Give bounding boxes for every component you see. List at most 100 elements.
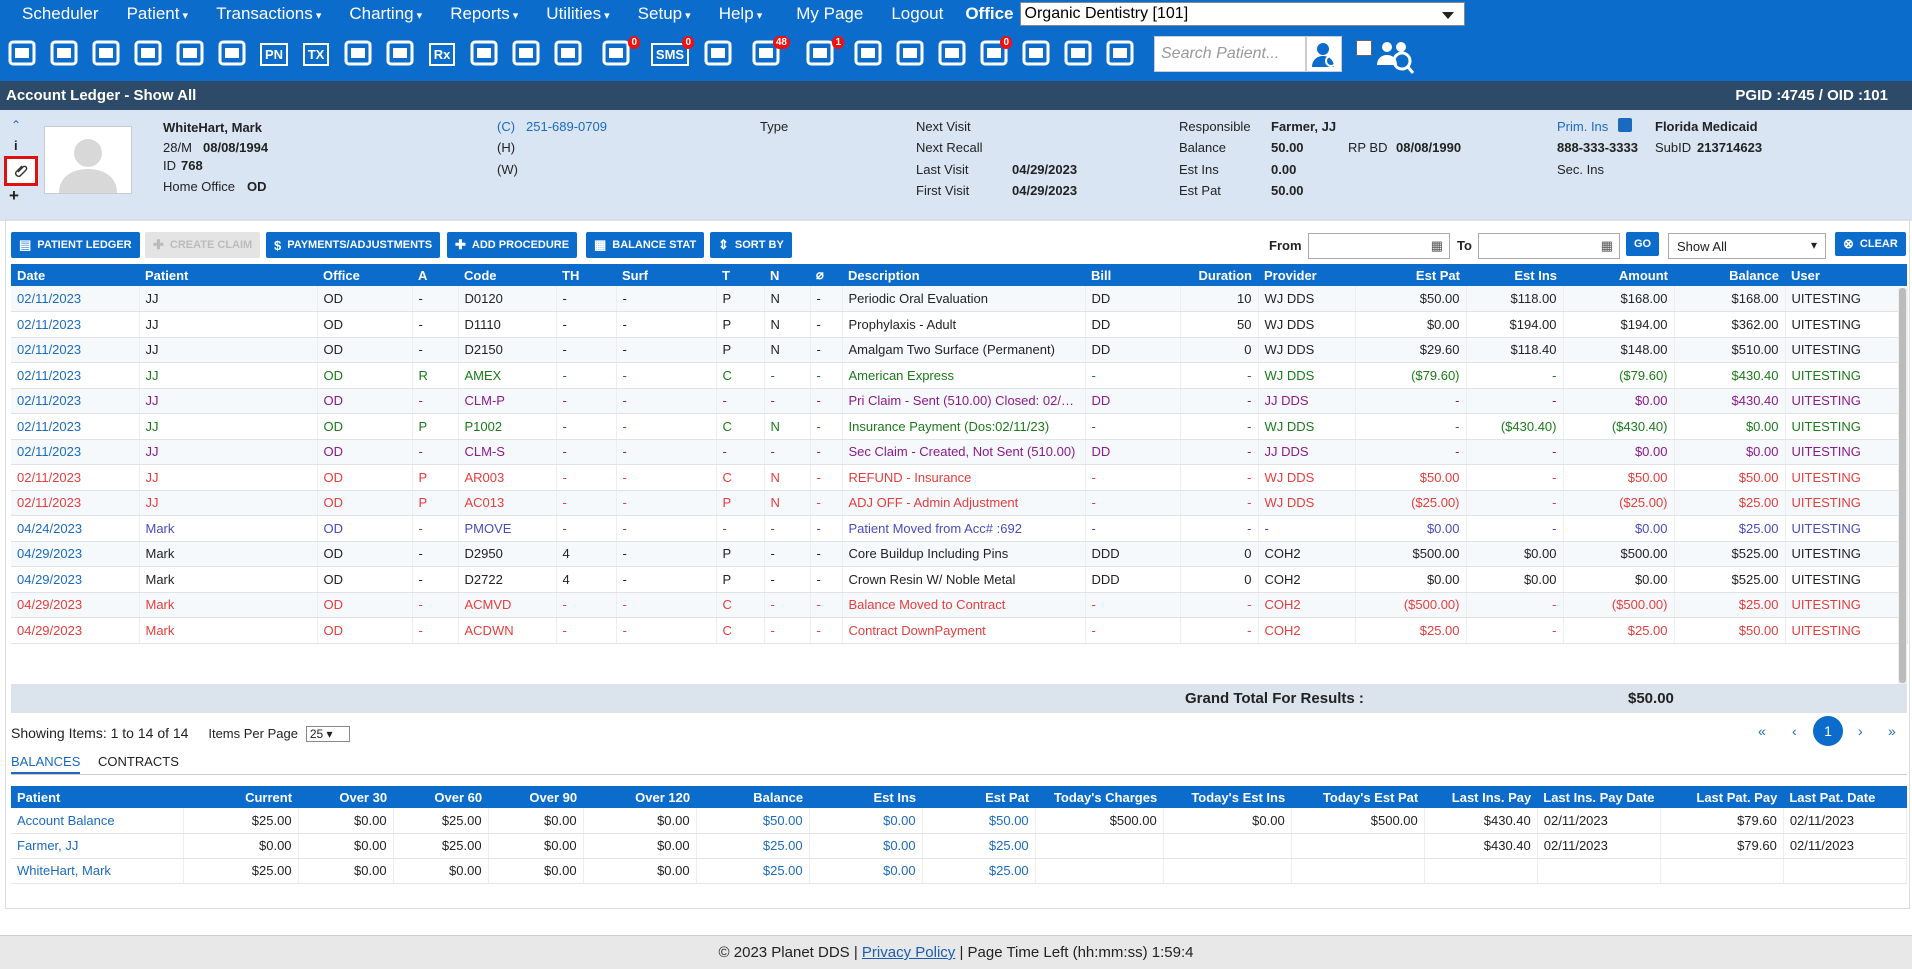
col-header[interactable]: Amount xyxy=(1563,264,1674,286)
tooth-outline-button[interactable] xyxy=(848,34,888,76)
table-row[interactable]: 04/29/2023 Mark OD - ACMVD - - C - - Balance Moved… xyxy=(11,592,1908,618)
calendar-icon[interactable]: ▦ xyxy=(1600,238,1613,253)
col-header[interactable]: Duration xyxy=(1180,264,1258,286)
menu-patient[interactable]: Patient xyxy=(99,4,189,24)
menu-transactions[interactable]: Transactions xyxy=(188,4,321,24)
chevron-double-down-button[interactable] xyxy=(1100,34,1140,76)
col-header[interactable]: Office xyxy=(317,264,412,286)
tooth-roots-button[interactable] xyxy=(212,34,252,76)
tooth-button[interactable] xyxy=(170,34,210,76)
pn-button[interactable]: PN xyxy=(254,34,294,76)
table-row[interactable]: 04/29/2023 Mark OD - D2950 4- P - - Core Buildup … xyxy=(11,541,1908,567)
table-row[interactable]: 04/24/2023 Mark OD - PMOVE - - - - - Patient Moved… xyxy=(11,515,1908,542)
prim-ins-label[interactable]: Prim. Ins xyxy=(1557,119,1609,134)
col-header[interactable]: Balance xyxy=(1674,264,1785,286)
col-header[interactable]: Description xyxy=(842,264,1085,286)
mail-button[interactable] xyxy=(548,34,588,76)
table-cell[interactable]: 04/29/2023 xyxy=(11,592,140,618)
table-row[interactable]: 04/29/2023 Mark OD - ACDWN - - C - - Contract Down… xyxy=(11,617,1908,644)
people-button[interactable] xyxy=(1016,34,1056,76)
collapse-chevron-icon[interactable]: ⌃ xyxy=(11,118,22,132)
ledger-scrollbar[interactable] xyxy=(1898,288,1907,684)
add-plus-icon[interactable]: + xyxy=(9,186,19,205)
table-cell[interactable]: 02/11/2023 xyxy=(11,439,140,465)
office-select[interactable]: Organic Dentistry [101] xyxy=(1019,2,1465,26)
tab-balances[interactable]: BALANCES xyxy=(11,754,81,774)
first-page-button[interactable]: « xyxy=(1758,723,1766,739)
col-header[interactable]: Surf xyxy=(616,264,716,286)
table-cell[interactable]: WhiteHart, Mark xyxy=(11,858,184,884)
table-cell[interactable]: Account Balance xyxy=(11,808,184,834)
clear-button[interactable]: ⊗ CLEAR xyxy=(1835,232,1906,256)
privacy-policy-link[interactable]: Privacy Policy xyxy=(861,944,956,961)
to-date-input[interactable]: ▦ xyxy=(1478,233,1620,259)
table-cell[interactable]: 04/24/2023 xyxy=(11,515,140,542)
attachment-button[interactable] xyxy=(4,156,38,186)
col-header[interactable]: T xyxy=(716,264,764,286)
table-cell[interactable]: 02/11/2023 xyxy=(11,362,140,389)
col-header[interactable]: TH xyxy=(556,264,616,286)
payments-adjustments-button[interactable]: $ PAYMENTS/ADJUSTMENTS xyxy=(266,232,441,258)
table-row[interactable]: 02/11/2023 JJ OD R AMEX - - C - - American Express… xyxy=(11,362,1908,389)
menu-reports[interactable]: Reports xyxy=(422,4,518,24)
add-patient-button[interactable] xyxy=(338,34,378,76)
menu-logout[interactable]: Logout xyxy=(891,4,944,23)
search-patient-input[interactable]: Search Patient... xyxy=(1154,36,1306,72)
calendar-button[interactable] xyxy=(2,34,42,76)
col-header[interactable]: Bill xyxy=(1085,264,1180,286)
create-claim-button[interactable]: ✚ CREATE CLAIM xyxy=(145,232,261,258)
table-cell[interactable]: 04/29/2023 xyxy=(11,566,140,593)
table-row[interactable]: 02/11/2023 JJ OD - D0120- - P N - Periodic Oral E… xyxy=(11,286,1908,312)
table-row[interactable]: 02/11/2023 JJ OD P P1002- - C N - Insurance Payme… xyxy=(11,413,1908,440)
printer-button[interactable] xyxy=(1058,34,1098,76)
dollar-exchange-button[interactable] xyxy=(86,34,126,76)
tab-contracts[interactable]: CONTRACTS xyxy=(98,754,179,769)
sms-button[interactable]: SMS 0 xyxy=(644,34,696,76)
globe-settings-button[interactable] xyxy=(932,34,972,76)
table-cell[interactable]: 02/11/2023 xyxy=(11,464,140,491)
menu-setup[interactable]: Setup xyxy=(610,4,691,24)
tx-button[interactable]: TX xyxy=(296,34,336,76)
table-cell[interactable]: 02/11/2023 xyxy=(11,311,140,338)
from-date-input[interactable]: ▦ xyxy=(1308,233,1450,259)
col-header[interactable]: Date xyxy=(11,264,139,286)
col-header[interactable]: Est Ins xyxy=(1466,264,1563,286)
go-button[interactable]: GO xyxy=(1626,232,1660,256)
search-patient-button[interactable] xyxy=(1306,36,1342,72)
table-cell[interactable]: 04/29/2023 xyxy=(11,617,140,644)
table-row[interactable]: 02/11/2023 JJ OD - D2150- - P N - Amalgam Two Sur… xyxy=(11,337,1908,363)
menu-utilities[interactable]: Utilities xyxy=(518,4,609,24)
home-button[interactable] xyxy=(44,34,84,76)
table-cell[interactable]: 02/11/2023 xyxy=(11,490,140,516)
col-header[interactable]: A xyxy=(412,264,458,286)
calendar-icon[interactable]: ▦ xyxy=(1430,238,1443,253)
phone-cell[interactable]: 251-689-0709 xyxy=(526,119,607,134)
table-cell[interactable]: 02/11/2023 xyxy=(11,413,140,440)
info-icon[interactable]: i xyxy=(14,138,18,153)
menu-help[interactable]: Help xyxy=(691,4,763,24)
table-cell[interactable]: Farmer, JJ xyxy=(11,833,184,859)
table-row[interactable]: 02/11/2023 JJ OD P AR003- - C N - REFUND - Insura… xyxy=(11,464,1908,491)
patient-ledger-button[interactable]: ▤ PATIENT LEDGER xyxy=(11,232,140,258)
notes-button[interactable] xyxy=(464,34,504,76)
next-page-button[interactable]: › xyxy=(1858,723,1863,739)
add-family-button[interactable] xyxy=(380,34,420,76)
toolbar-checkbox[interactable] xyxy=(1356,40,1372,56)
menu-my-page[interactable]: My Page xyxy=(796,4,864,23)
table-row[interactable]: 02/11/2023 JJ OD - CLM-S - - - - - Sec Claim - Cre… xyxy=(11,439,1908,465)
page-1-button[interactable]: 1 xyxy=(1813,716,1843,746)
refresh-user-button[interactable]: 1 xyxy=(794,34,846,76)
col-header[interactable]: N xyxy=(764,264,810,286)
checklist-button[interactable]: 0 xyxy=(974,34,1014,76)
items-per-page-select[interactable]: 25 ▾ xyxy=(305,726,350,742)
table-cell[interactable]: 02/11/2023 xyxy=(11,286,140,312)
globe-users-button[interactable]: 48 xyxy=(740,34,792,76)
col-header[interactable]: Est Pat xyxy=(1355,264,1466,286)
col-header[interactable]: Provider xyxy=(1258,264,1355,286)
col-header[interactable]: Patient xyxy=(139,264,317,286)
clock-button[interactable] xyxy=(698,34,738,76)
prev-page-button[interactable]: ‹ xyxy=(1792,723,1797,739)
col-header[interactable]: Code xyxy=(458,264,556,286)
people-search-button[interactable] xyxy=(1374,36,1416,76)
tooth-question-button[interactable] xyxy=(890,34,930,76)
